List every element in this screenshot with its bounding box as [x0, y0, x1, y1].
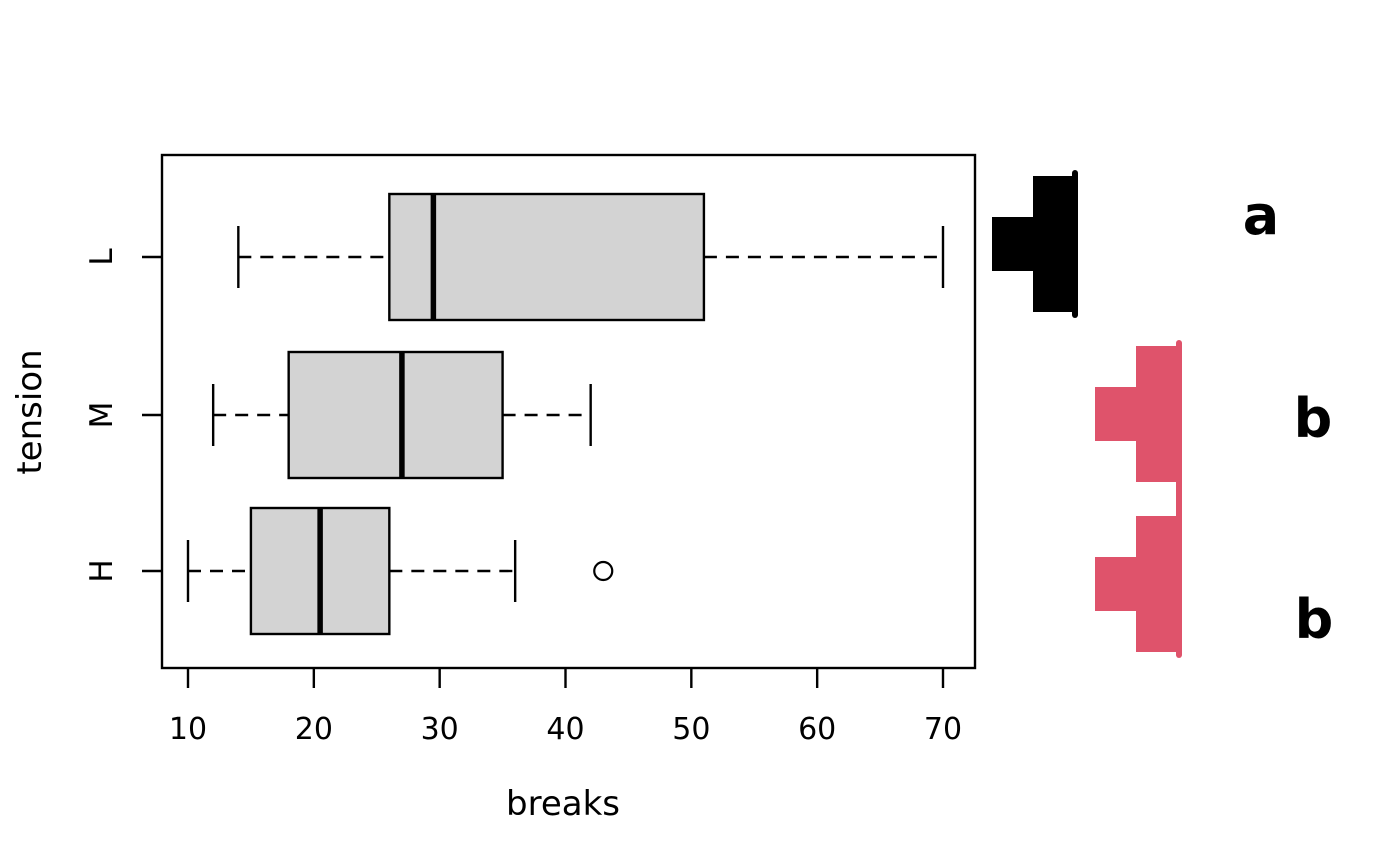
iqr-box	[287, 350, 504, 480]
iqr-box	[388, 192, 706, 322]
cld-letter: b	[1295, 588, 1334, 651]
x-axis-tick-label: 60	[798, 712, 836, 747]
cld-letter: b	[1294, 387, 1333, 450]
y-axis-tick-label: H	[84, 559, 120, 582]
y-axis-tick-label: L	[84, 248, 120, 266]
y-axis-tick-label: M	[84, 402, 120, 429]
x-axis-tick-label: 20	[295, 712, 333, 747]
x-axis-title: breaks	[506, 784, 620, 824]
y-axis-title: tension	[10, 349, 50, 475]
cld-letter: a	[1243, 184, 1279, 247]
outlier-point	[593, 560, 614, 582]
x-axis-tick-label: 70	[924, 712, 962, 747]
x-axis-tick-label: 10	[169, 712, 207, 747]
cld-group-bar	[1136, 346, 1178, 482]
cld-group-arm	[1095, 557, 1136, 611]
cld-group-arm	[1095, 387, 1136, 441]
x-axis-tick-label: 40	[546, 712, 584, 747]
cld-group-bar	[1033, 176, 1077, 312]
cld-group-arm	[992, 217, 1033, 271]
x-axis-tick-label: 50	[672, 712, 710, 747]
x-axis-tick-label: 30	[421, 712, 459, 747]
cld-group-bar	[1136, 516, 1178, 652]
